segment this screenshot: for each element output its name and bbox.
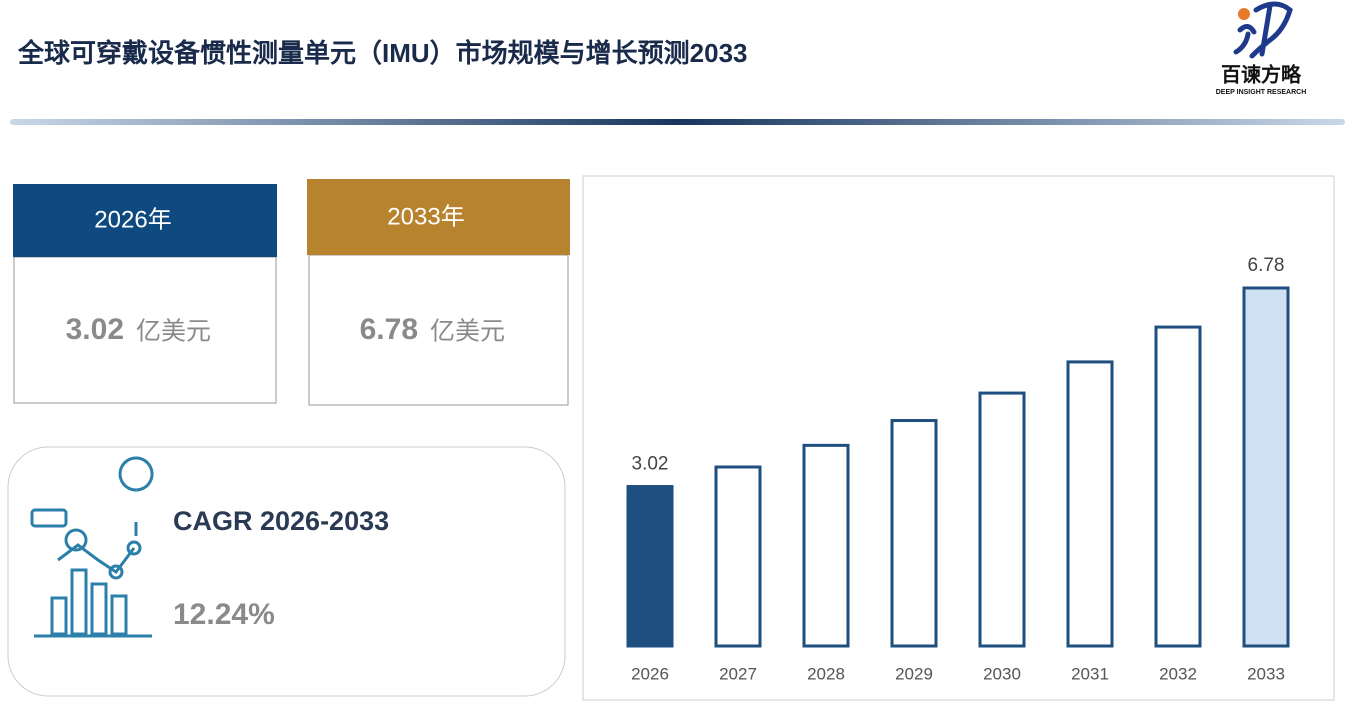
card-value: 3.02 [66,313,124,346]
cagr-icon [30,456,154,638]
bar [802,443,850,648]
card-header [13,184,277,257]
card-year: 2033年 [387,203,464,230]
value-label: 3.02 [632,454,669,475]
bar [1066,360,1114,648]
logo-sub: DEEP INSIGHT RESEARCH [1216,89,1307,96]
cagr-label: CAGR 2026-2033 [173,506,389,536]
card-unit: 亿美元 [430,318,505,346]
logo: 百谏方略 DEEP INSIGHT RESEARCH [1216,1,1307,96]
x-tick-label: 2031 [1071,664,1109,683]
bar [626,485,674,648]
bar [890,419,938,648]
x-tick-label: 2032 [1159,664,1197,683]
logo-mark [1233,1,1293,59]
divider [10,119,1345,125]
bar [1242,286,1290,648]
card-value: 6.78 [360,313,418,346]
title: 全球可穿戴设备惯性测量单元（IMU）市场规模与增长预测2033 [17,38,748,68]
x-tick-label: 2030 [983,664,1021,683]
logo-name: 百谏方略 [1221,62,1302,86]
card-unit: 亿美元 [136,318,211,346]
value-label: 6.78 [1248,255,1285,276]
bar [714,465,762,648]
x-tick-label: 2029 [895,664,933,683]
x-tick-label: 2033 [1247,664,1285,683]
bar [1154,325,1202,648]
cagr-value: 12.24% [173,598,275,631]
chart-frame [582,175,1335,701]
card-year: 2026年 [94,206,171,233]
x-tick-label: 2026 [631,664,669,683]
x-tick-label: 2027 [719,664,757,683]
x-tick-label: 2028 [807,664,845,683]
card-header [307,179,570,255]
cagr-box [7,446,566,697]
bar [978,391,1026,648]
logo-dot [1238,8,1250,20]
